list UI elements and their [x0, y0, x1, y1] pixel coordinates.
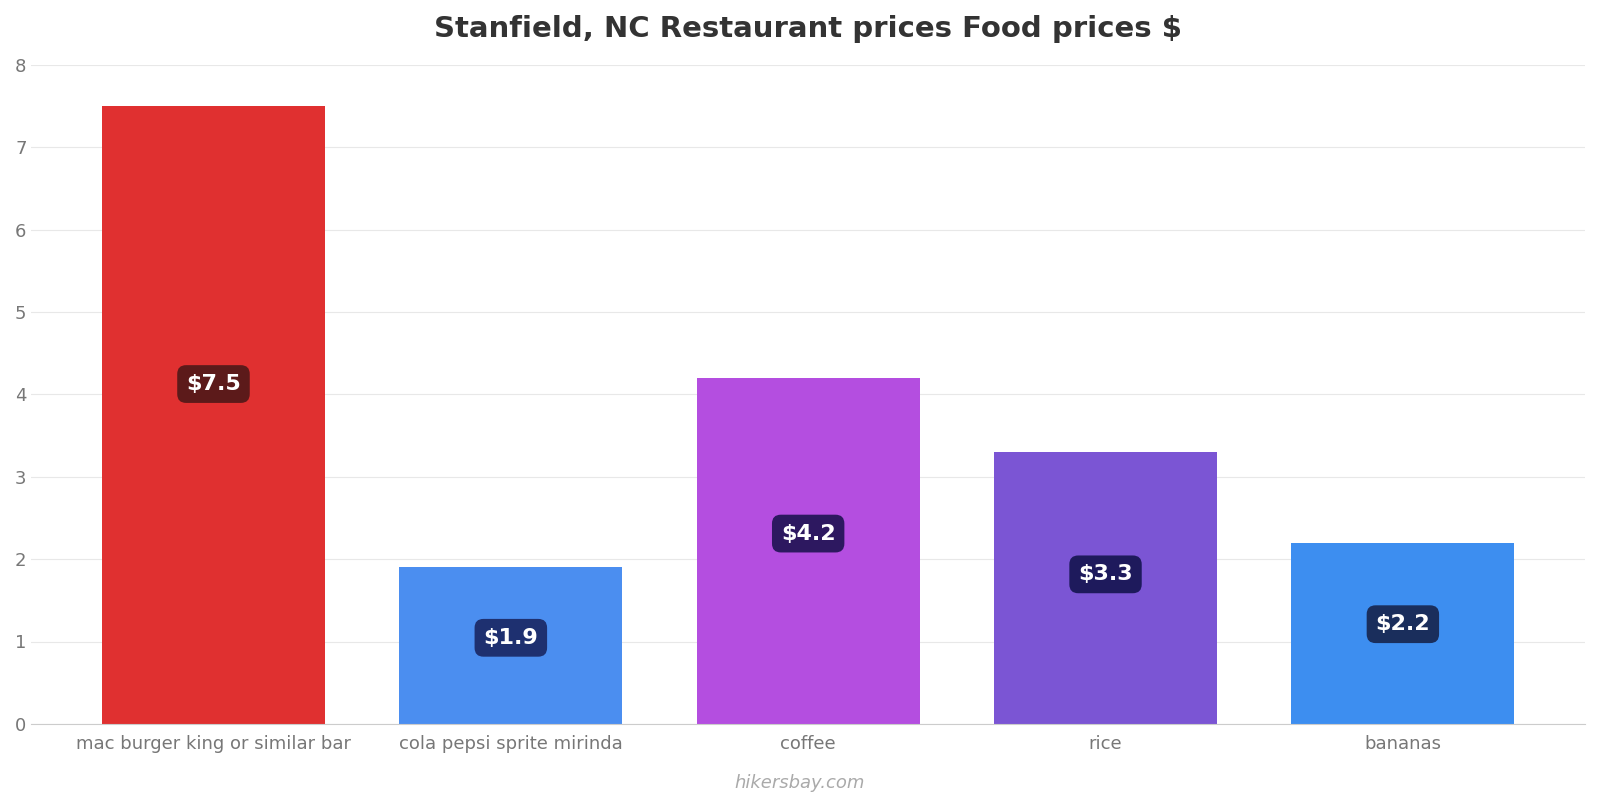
- Text: $3.3: $3.3: [1078, 564, 1133, 584]
- Bar: [1291, 542, 1514, 724]
- Text: hikersbay.com: hikersbay.com: [734, 774, 866, 792]
- Bar: [994, 452, 1218, 724]
- Text: $1.9: $1.9: [483, 628, 538, 648]
- Text: $7.5: $7.5: [186, 374, 242, 394]
- Bar: [400, 567, 622, 724]
- Text: $2.2: $2.2: [1376, 614, 1430, 634]
- Bar: [696, 378, 920, 724]
- Bar: [102, 106, 325, 724]
- Text: $4.2: $4.2: [781, 523, 835, 543]
- Title: Stanfield, NC Restaurant prices Food prices $: Stanfield, NC Restaurant prices Food pri…: [434, 15, 1182, 43]
